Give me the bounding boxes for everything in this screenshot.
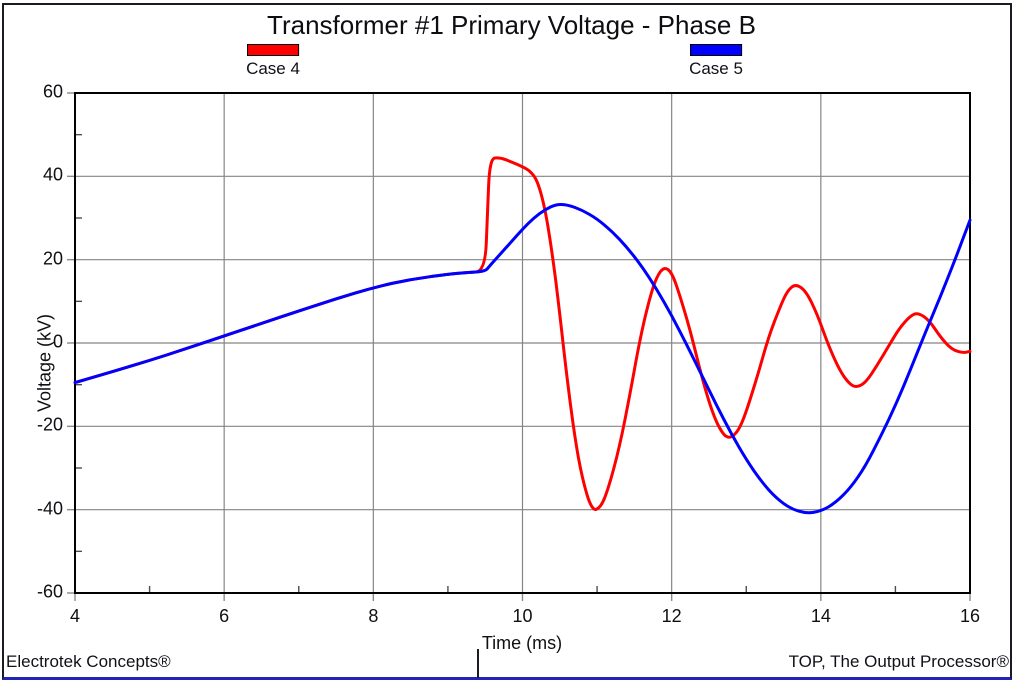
series-curve-case-5 bbox=[73, 202, 972, 515]
x-tick-label-10: 10 bbox=[512, 606, 533, 626]
x-tick-label-4: 4 bbox=[69, 606, 81, 626]
y-tick-label-60: 60 bbox=[42, 81, 63, 102]
x-tick-label-12: 12 bbox=[661, 606, 682, 626]
x-axis-title: Time (ms) bbox=[481, 633, 563, 653]
legend-label-case-4: Case 4 bbox=[246, 59, 300, 78]
footer-divider bbox=[477, 649, 479, 678]
legend-swatch-case-5 bbox=[690, 44, 742, 56]
y-tick-label--20: -20 bbox=[36, 414, 63, 435]
legend-entry-case-4: Case 4 bbox=[246, 44, 300, 79]
window-border bbox=[2, 3, 1012, 680]
y-tick-label-0: 0 bbox=[52, 331, 63, 352]
chart-title: Transformer #1 Primary Voltage - Phase B bbox=[267, 10, 756, 40]
y-tick-label-40: 40 bbox=[42, 164, 63, 185]
footer-branding-top: TOP, The Output Processor® bbox=[788, 652, 1009, 671]
major-tick-marks bbox=[67, 92, 971, 601]
y-tick-label--40: -40 bbox=[36, 498, 63, 519]
legend-label-case-5: Case 5 bbox=[689, 59, 743, 78]
gridlines bbox=[75, 93, 970, 593]
x-tick-label-16: 16 bbox=[959, 606, 981, 626]
plot-frame bbox=[74, 92, 971, 594]
minor-tick-marks bbox=[75, 133, 897, 593]
x-tick-label-8: 8 bbox=[368, 606, 379, 626]
legend-swatch-case-4 bbox=[247, 44, 299, 56]
legend-entry-case-5: Case 5 bbox=[689, 44, 743, 79]
y-tick-label-20: 20 bbox=[42, 248, 63, 269]
y-axis-title: Voltage (kV) bbox=[34, 313, 55, 413]
x-tick-label-6: 6 bbox=[219, 606, 230, 626]
y-tick-label--60: -60 bbox=[36, 581, 63, 602]
x-tick-label-14: 14 bbox=[810, 606, 831, 626]
footer-branding-electrotek: Electrotek Concepts® bbox=[6, 652, 171, 671]
